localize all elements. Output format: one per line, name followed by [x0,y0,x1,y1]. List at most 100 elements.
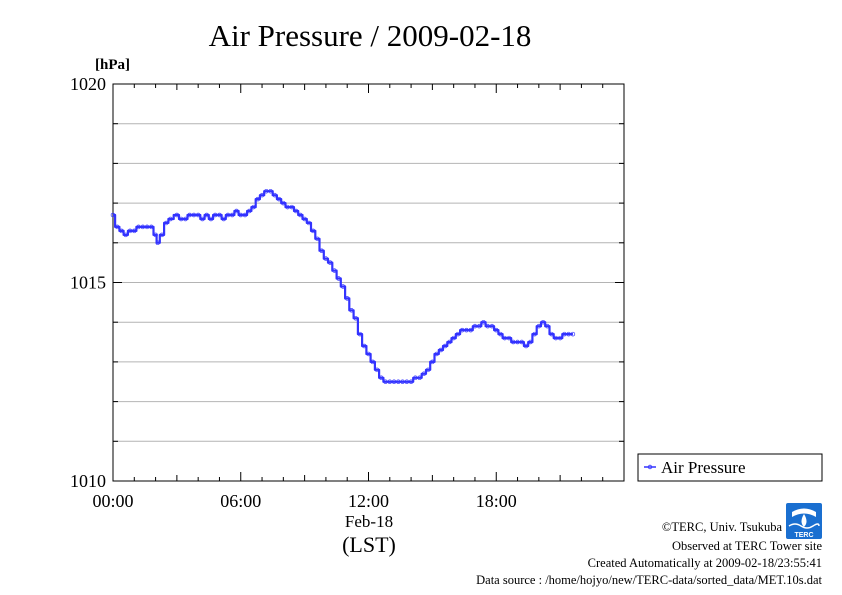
data-point [447,339,452,345]
data-point [200,216,205,222]
data-point [387,379,393,385]
data-point [255,196,261,202]
data-point [383,379,388,385]
data-point [540,319,546,325]
data-point [528,339,533,345]
data-point [149,224,154,230]
data-point [434,351,439,357]
data-point [242,212,248,218]
data-point [485,323,490,329]
data-point [127,228,133,234]
data-point [217,212,222,218]
data-point [472,323,478,329]
data-point [187,212,192,218]
data-point [276,196,282,202]
data-point [302,216,307,222]
data-point [315,236,320,242]
data-point [298,212,303,218]
chart-title: Air Pressure / 2009-02-18 [209,18,532,53]
data-point [413,375,418,381]
data-point [549,331,554,337]
data-point [468,327,473,333]
data-point [238,212,244,218]
x-tick-label: 06:00 [220,491,261,511]
x-tick-label: 18:00 [476,491,517,511]
data-point [234,208,239,214]
data-point [396,379,401,385]
data-point [511,339,516,345]
data-point [144,224,150,230]
y-tick-label: 1010 [70,471,106,491]
data-point [425,367,431,373]
data-point [421,371,427,377]
data-point [306,220,312,226]
data-point [370,359,376,365]
data-point [332,268,337,273]
data-point [361,343,367,349]
y-tick-label: 1020 [70,74,106,94]
data-point [430,359,435,365]
data-point [251,204,256,210]
data-point [344,296,350,301]
credit-source: Data source : /home/hojyo/new/TERC-data/… [476,573,822,587]
data-point [191,212,197,218]
logo-arc [792,508,816,517]
y-tick-labels: 1010 1015 1020 [70,74,106,491]
x-tick-label: 12:00 [348,491,389,511]
data-point [464,327,469,333]
data-point [159,232,165,238]
data-point [110,212,116,218]
data-point [268,188,273,194]
data-point [336,276,341,281]
data-point [498,331,503,337]
data-point [502,335,508,341]
data-point [229,212,235,218]
data-point [123,232,129,238]
data-point [553,335,559,341]
data-point [374,367,380,373]
data-point [400,379,405,385]
legend-box [637,453,823,482]
x-tick-label: 00:00 [92,491,133,511]
data-point [281,200,286,206]
data-point [408,379,414,385]
x-date-label: Feb-18 [345,512,393,531]
data-point [153,232,158,238]
data-point [545,323,550,329]
credit-created: Created Automatically at 2009-02-18/23:5… [588,556,822,570]
data-point [285,204,290,210]
data-point [438,347,444,353]
data-point [225,212,231,218]
data-point [168,216,173,222]
data-point [115,224,120,230]
grid-lines [113,123,624,442]
data-point [195,212,201,218]
data-point [353,315,358,321]
data-point [455,331,461,337]
data-point [204,212,209,218]
data-point [570,331,576,337]
data-point [515,339,520,345]
data-point [366,351,371,357]
terc-logo: TERC [786,503,822,539]
data-point [451,335,456,341]
data-point [391,379,397,385]
legend-entry-air-pressure: Air Pressure [661,458,746,477]
data-point [174,212,180,218]
data-point [562,331,567,337]
credit-copyright: ©TERC, Univ. Tsukuba [662,520,783,534]
data-point [310,228,316,234]
legend: Air Pressure [637,453,823,482]
data-point [247,208,252,214]
data-point [221,216,226,222]
data-point [136,224,141,230]
data-point [349,308,354,313]
data-point [208,216,214,222]
data-point [489,323,495,329]
data-point [293,208,299,214]
data-point [183,216,188,222]
y-axis-label: [hPa] [95,57,130,73]
data-point [494,327,499,333]
data-point [178,216,184,222]
data-point [417,375,422,381]
